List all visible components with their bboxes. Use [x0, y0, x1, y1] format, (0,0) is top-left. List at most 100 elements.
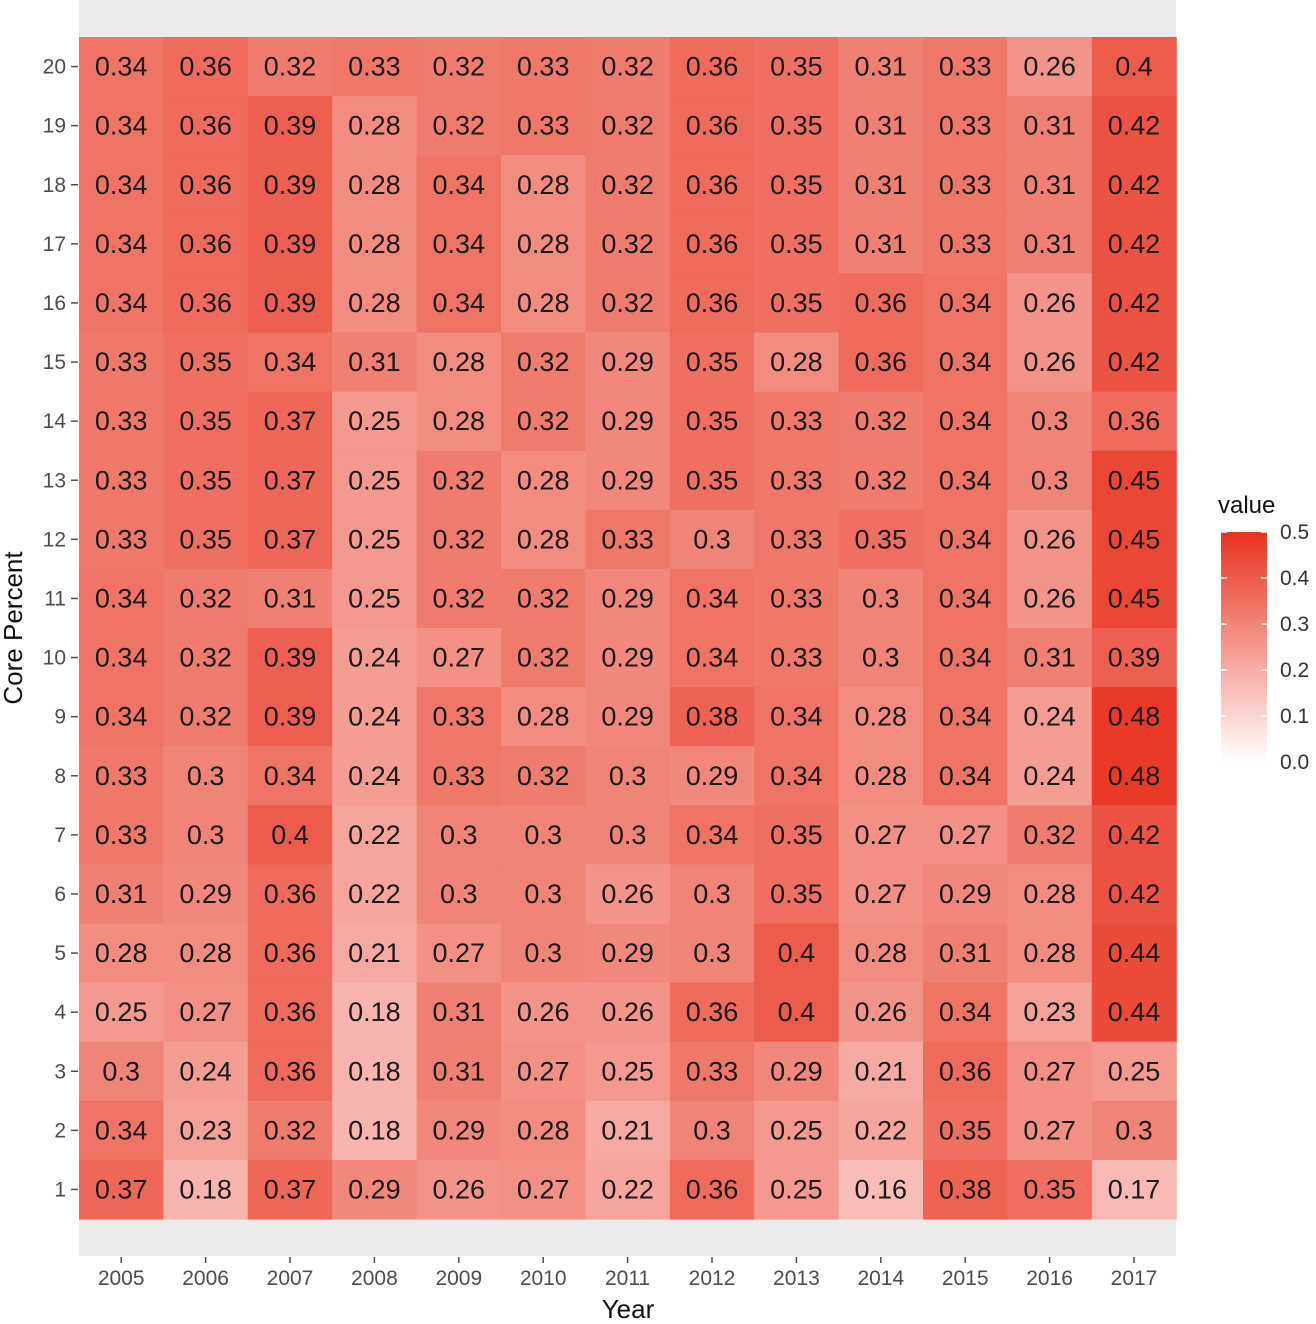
heatmap-cell [669, 509, 755, 570]
legend-colorbar [1221, 532, 1267, 762]
heatmap-cell [585, 273, 671, 334]
heatmap-cell-value: 0.28 [517, 702, 570, 732]
heatmap-cell-value: 0.45 [1108, 524, 1161, 554]
heatmap-cell-value: 0.33 [95, 347, 148, 377]
heatmap-cell [416, 568, 502, 629]
heatmap-cell-value: 0.33 [939, 170, 992, 200]
legend-tick-label: 0.5 [1280, 521, 1309, 544]
heatmap-cell-value: 0.33 [95, 465, 148, 495]
y-tick-label: 15 [43, 351, 66, 374]
heatmap-cell-value: 0.35 [686, 406, 739, 436]
heatmap-cell [923, 1100, 1008, 1161]
heatmap-cell [501, 1041, 586, 1102]
heatmap-cell-value: 0.22 [348, 879, 401, 909]
heatmap-cell [669, 687, 755, 747]
heatmap-cell-value: 0.28 [855, 761, 908, 791]
heatmap-cell [585, 805, 671, 865]
x-tick-label: 2005 [98, 1267, 145, 1290]
heatmap-cell [585, 1100, 671, 1161]
heatmap-cell-value: 0.25 [348, 465, 401, 495]
heatmap-cell-value: 0.32 [601, 288, 654, 318]
heatmap-cell [163, 96, 249, 156]
heatmap-cell-value: 0.31 [855, 229, 908, 259]
heatmap-cell [1091, 332, 1177, 393]
heatmap-cell [247, 1159, 333, 1220]
heatmap-cell-value: 0.3 [1031, 465, 1069, 495]
heatmap-cell-value: 0.35 [770, 170, 823, 200]
heatmap-cell-value: 0.33 [770, 465, 823, 495]
heatmap-cell [838, 450, 924, 511]
heatmap-cell [501, 509, 586, 570]
heatmap-cell-value: 0.32 [517, 643, 570, 673]
heatmap-cell-value: 0.29 [601, 702, 654, 732]
heatmap-cell [79, 332, 164, 393]
heatmap-cell [416, 96, 502, 156]
heatmap-cell-value: 0.44 [1108, 997, 1161, 1027]
heatmap-cell [1007, 1159, 1093, 1220]
heatmap-cell [79, 982, 164, 1043]
y-tick-label: 11 [44, 587, 66, 610]
heatmap-cell [754, 1100, 840, 1161]
heatmap-cell-value: 0.26 [433, 1174, 486, 1204]
heatmap-cell-value: 0.33 [95, 406, 148, 436]
heatmap-cell [416, 923, 502, 984]
heatmap-cell-value: 0.25 [601, 1056, 654, 1086]
heatmap-cell-value: 0.31 [433, 1056, 486, 1086]
y-tick-label: 2 [54, 1119, 66, 1142]
heatmap-cell [501, 391, 586, 452]
heatmap-cell [247, 568, 333, 629]
heatmap-cell [923, 273, 1008, 334]
heatmap-cell-value: 0.27 [179, 997, 232, 1027]
heatmap-cell [1007, 273, 1093, 334]
heatmap-cell-value: 0.3 [187, 761, 225, 791]
heatmap-cell-value: 0.31 [855, 111, 908, 141]
heatmap-cell [501, 805, 586, 865]
heatmap-cell-value: 0.35 [770, 288, 823, 318]
heatmap-cell-value: 0.21 [348, 938, 401, 968]
heatmap-cell [669, 391, 755, 452]
heatmap-cell [585, 332, 671, 393]
heatmap-cell [838, 509, 924, 570]
heatmap-cell [1091, 155, 1177, 215]
heatmap-cell [669, 805, 755, 865]
heatmap-cell-value: 0.36 [264, 938, 317, 968]
heatmap-cell [669, 332, 755, 393]
heatmap-cell-value: 0.4 [778, 997, 816, 1027]
heatmap-cell-value: 0.29 [601, 347, 654, 377]
heatmap-cell-value: 0.21 [855, 1056, 908, 1086]
heatmap-cell [1091, 864, 1177, 925]
heatmap-cell-value: 0.29 [601, 643, 654, 673]
heatmap-cell-value: 0.32 [179, 702, 232, 732]
heatmap-cell [669, 923, 755, 984]
heatmap-cell-value: 0.37 [95, 1174, 148, 1204]
heatmap-cell [1091, 273, 1177, 334]
heatmap-cell-value: 0.21 [601, 1115, 654, 1145]
heatmap-cell [332, 214, 418, 274]
heatmap-cell-value: 0.36 [939, 1056, 992, 1086]
heatmap-cell [1007, 332, 1093, 393]
heatmap-cell [838, 155, 924, 215]
heatmap-cell-value: 0.34 [95, 111, 148, 141]
heatmap-cell [923, 509, 1008, 570]
heatmap-cell [416, 746, 502, 806]
heatmap-cell [585, 509, 671, 570]
heatmap-cell [163, 450, 249, 511]
heatmap-cell [79, 450, 164, 511]
heatmap-cell [754, 273, 840, 334]
heatmap-cell-value: 0.36 [855, 347, 908, 377]
heatmap-cell [163, 1041, 249, 1102]
heatmap-cell [332, 864, 418, 925]
heatmap-cell-value: 0.25 [348, 406, 401, 436]
y-tick-label: 7 [54, 824, 66, 847]
heatmap-cell-value: 0.18 [348, 997, 401, 1027]
heatmap-cell [838, 96, 924, 156]
heatmap-cell-value: 0.29 [686, 761, 739, 791]
heatmap-cell-value: 0.42 [1108, 170, 1161, 200]
heatmap-cell-value: 0.35 [179, 465, 232, 495]
heatmap-cell-value: 0.18 [348, 1056, 401, 1086]
heatmap-cell-value: 0.28 [770, 347, 823, 377]
heatmap-cell-value: 0.29 [433, 1115, 486, 1145]
heatmap-cell [1091, 628, 1177, 688]
heatmap-cell-value: 0.34 [95, 702, 148, 732]
heatmap-cell [838, 1159, 924, 1220]
